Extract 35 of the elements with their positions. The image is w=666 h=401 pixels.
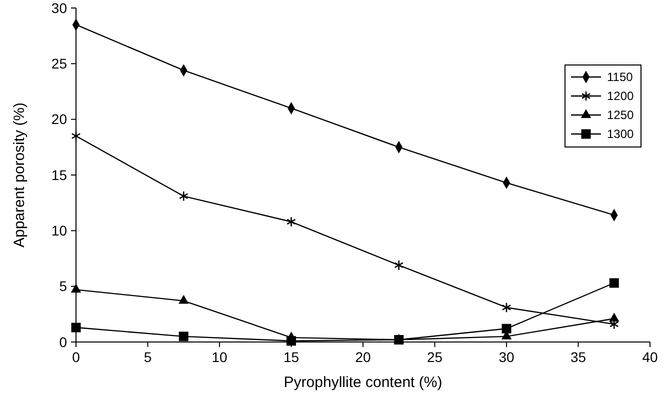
x-tick-label: 0 <box>72 349 80 365</box>
point <box>178 332 188 342</box>
y-tick-label: 15 <box>51 166 68 183</box>
point <box>609 278 619 288</box>
x-tick-label: 10 <box>212 349 228 365</box>
point <box>71 130 81 142</box>
point <box>609 312 620 322</box>
x-axis-title: Pyrophyllite content (%) <box>284 374 442 391</box>
point <box>71 322 81 332</box>
point <box>70 284 82 293</box>
x-tick-label: 20 <box>355 349 371 365</box>
x-tick-label: 35 <box>570 349 586 365</box>
y-tick-label: 5 <box>59 278 68 294</box>
y-tick-label: 25 <box>51 56 68 72</box>
x-tick-label: 25 <box>426 349 443 365</box>
point <box>286 216 296 228</box>
y-tick-label: 10 <box>51 222 68 239</box>
x-tick-label: 40 <box>642 349 658 365</box>
x-tick-label: 30 <box>498 349 514 365</box>
y-tick-label: 20 <box>51 111 68 128</box>
point <box>502 302 512 313</box>
y-tick-label: 30 <box>51 0 68 16</box>
x-tick-label: 15 <box>283 349 300 365</box>
legend-label: 1150 <box>607 70 634 84</box>
point <box>178 294 189 304</box>
point <box>394 260 404 270</box>
point <box>286 336 296 346</box>
legend-label: 1300 <box>607 127 634 142</box>
legend-label: 1250 <box>607 108 634 122</box>
x-tick-label: 5 <box>144 349 152 365</box>
y-tick-label: 0 <box>59 334 68 350</box>
y-axis-title: Apparent porosity (%) <box>11 102 28 248</box>
legend-label: 1200 <box>607 89 634 104</box>
point <box>502 324 512 334</box>
point <box>178 190 188 202</box>
